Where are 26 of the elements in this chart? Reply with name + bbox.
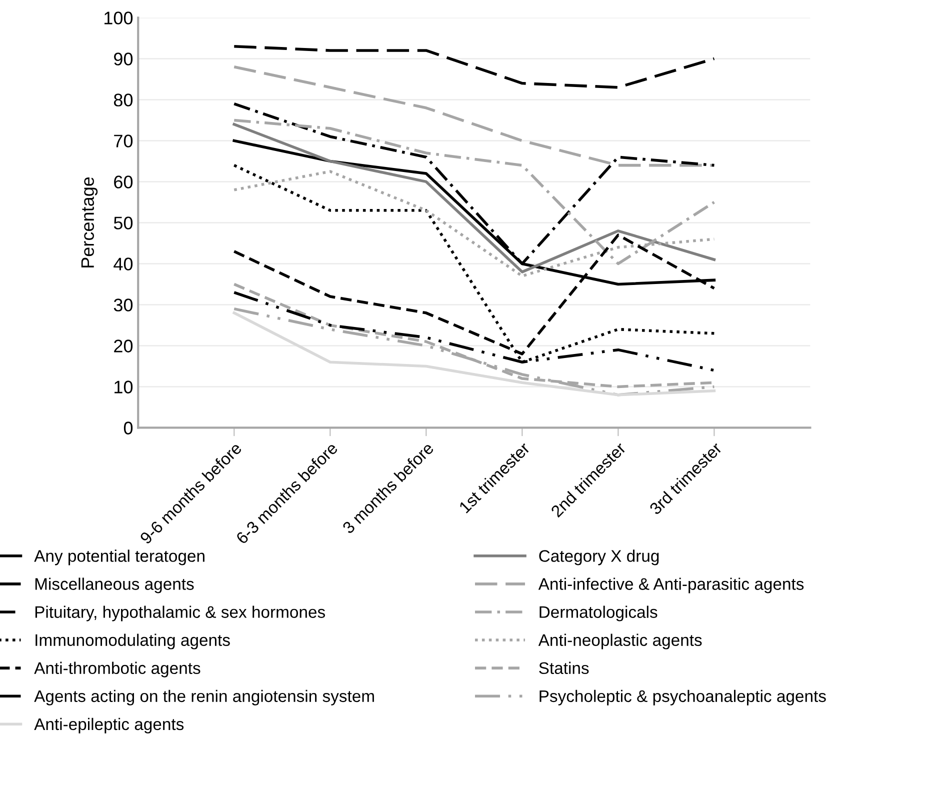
legend-label: Any potential teratogen [34,550,204,566]
y-tick-label: 100 [104,12,133,24]
legend-label: Agents acting on the renin angiotensin system [34,690,374,706]
legend-label: Anti-epileptic agents [34,718,184,734]
legend-label: Anti-neoplastic agents [538,634,702,650]
y-tick-label: 0 [124,422,133,434]
y-tick-label: 30 [114,298,133,312]
legend-label: Pituitary, hypothalamic & sex hormones [35,606,325,622]
y-tick-label: 60 [114,176,133,188]
legend-label: Anti-infective & Anti-parasitic agents [538,578,804,594]
y-axis-title: Percentage [81,177,98,268]
legend-label: Category X drug [539,550,659,566]
y-tick-label: 80 [114,94,133,106]
legend-label: Statins [539,662,589,674]
y-tick-label: 20 [114,340,133,352]
line-series [232,45,716,89]
y-tick-label: 70 [114,134,133,148]
legend-label: Anti-thrombotic agents [34,662,200,678]
legend-label: Immunomodulating agents [36,634,230,650]
legend-label: Miscellaneous agents [35,578,194,594]
legend-label: Dermatologicals [540,606,658,622]
y-tick-label: 10 [114,380,133,394]
y-tick-label: 90 [114,52,133,66]
y-tick-label: 50 [114,216,133,230]
y-tick-label: 40 [114,258,133,270]
legend-label: Psycholeptic & psychoanaleptic agents [540,690,826,706]
